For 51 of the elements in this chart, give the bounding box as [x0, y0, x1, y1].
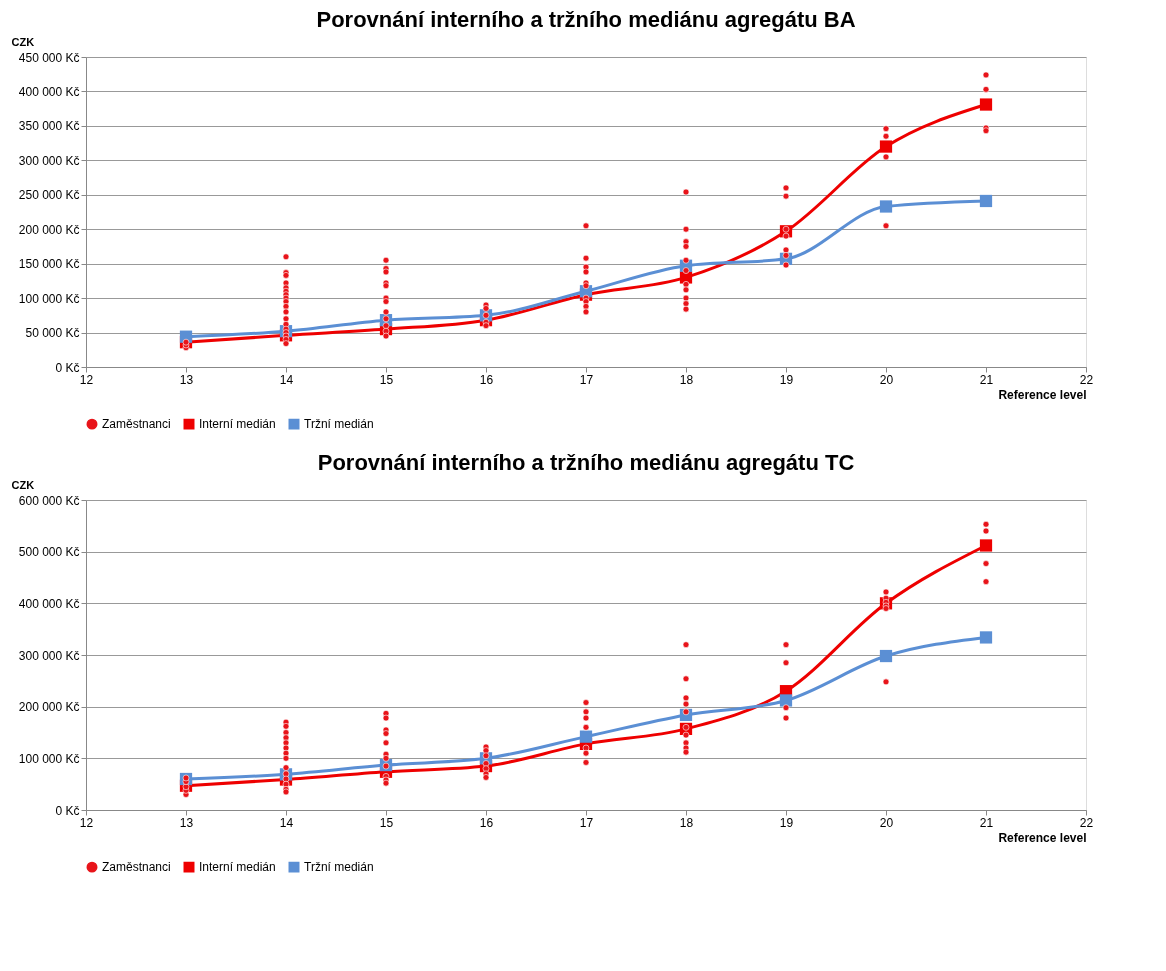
y-axis-title: CZK [11, 478, 35, 491]
y-tick-label: 150 000 Kč [18, 257, 80, 272]
x-tick-label: 13 [179, 372, 194, 387]
x-tick-label: 18 [679, 372, 694, 387]
legend-label: Zaměstnanci [102, 860, 171, 875]
x-tick-label: 16 [479, 372, 494, 387]
x-tick-label: 15 [379, 815, 394, 830]
y-tick-label: 300 000 Kč [18, 153, 80, 168]
legend-label: Tržní medián [304, 860, 374, 875]
y-tick-label: 0 Kč [55, 360, 80, 375]
x-tick-label: 17 [579, 372, 594, 387]
y-tick-label: 400 000 Kč [18, 596, 80, 611]
y-tick-label: 450 000 Kč [18, 50, 80, 65]
x-tick-label: 19 [779, 372, 794, 387]
x-axis-title: Reference level [998, 830, 1087, 845]
x-tick-label: 16 [479, 815, 494, 830]
y-tick-label: 350 000 Kč [18, 119, 80, 134]
chart-title: Porovnání interního a tržního mediánu agregátu BA [316, 7, 856, 32]
x-tick-label: 15 [379, 372, 394, 387]
y-tick-label: 500 000 Kč [18, 545, 80, 560]
y-axis-title: CZK [11, 35, 35, 48]
x-tick-label: 18 [679, 815, 694, 830]
y-tick-label: 300 000 Kč [18, 648, 80, 663]
legend-label: Zaměstnanci [102, 417, 171, 432]
y-tick-label: 100 000 Kč [18, 291, 80, 306]
x-tick-label: 17 [579, 815, 594, 830]
y-tick-label: 600 000 Kč [18, 493, 80, 508]
y-tick-label: 100 000 Kč [18, 751, 80, 766]
x-tick-label: 12 [79, 372, 94, 387]
x-tick-label: 22 [1079, 372, 1094, 387]
y-tick-label: 0 Kč [55, 803, 80, 818]
x-tick-label: 20 [879, 815, 894, 830]
x-tick-label: 12 [79, 815, 94, 830]
y-tick-label: 200 000 Kč [18, 700, 80, 715]
x-tick-label: 13 [179, 815, 194, 830]
legend-label: Tržní medián [304, 417, 374, 432]
x-tick-label: 22 [1079, 815, 1094, 830]
x-tick-label: 19 [779, 815, 794, 830]
x-tick-label: 21 [979, 372, 994, 387]
legend-label: Interní medián [199, 417, 276, 432]
x-axis-title: Reference level [998, 387, 1087, 402]
y-tick-label: 50 000 Kč [25, 326, 80, 341]
x-tick-label: 14 [279, 815, 294, 830]
y-tick-label: 250 000 Kč [18, 188, 80, 203]
chart-title: Porovnání interního a tržního mediánu agregátu TC [317, 450, 855, 475]
x-tick-label: 14 [279, 372, 294, 387]
y-tick-label: 200 000 Kč [18, 222, 80, 237]
y-tick-label: 400 000 Kč [18, 84, 80, 99]
legend-label: Interní medián [199, 860, 276, 875]
x-tick-label: 20 [879, 372, 894, 387]
x-tick-label: 21 [979, 815, 994, 830]
